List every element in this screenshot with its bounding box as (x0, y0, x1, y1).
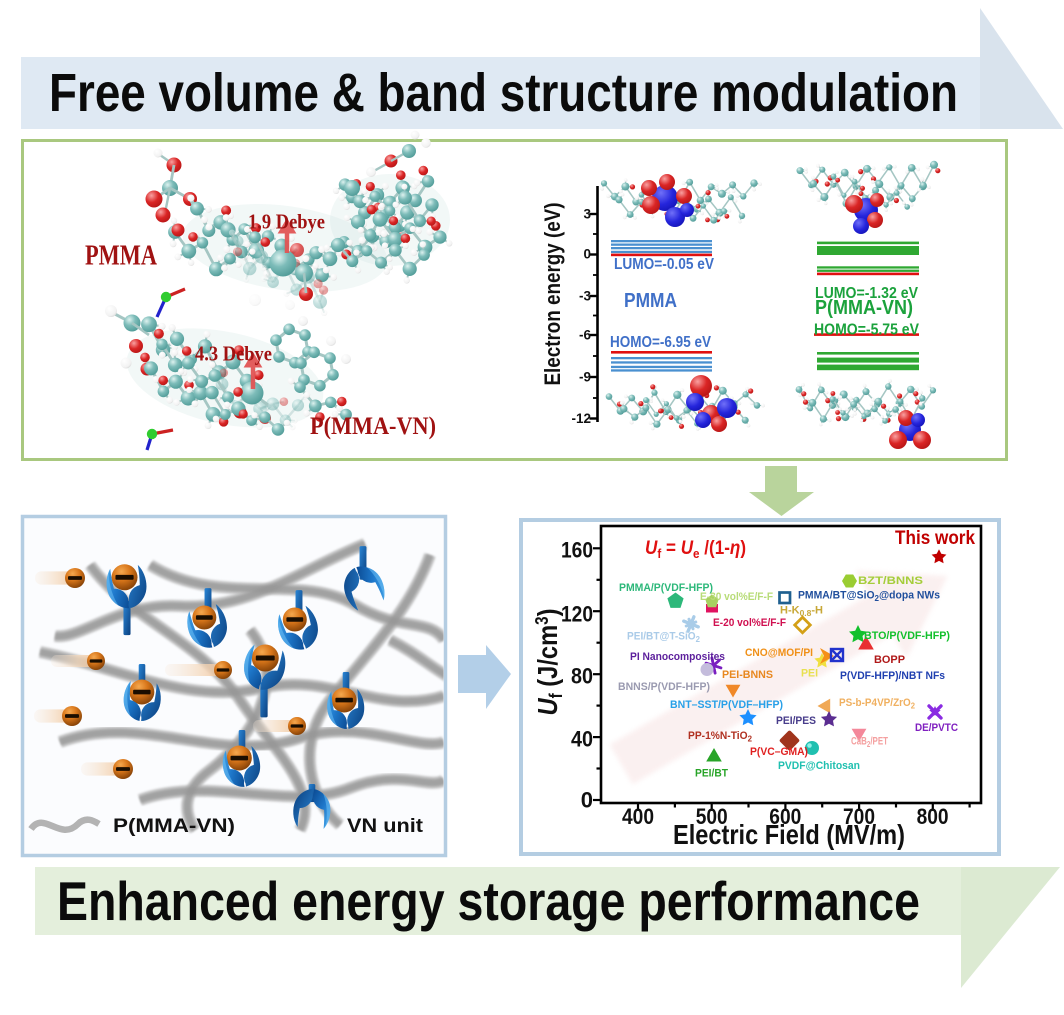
svg-text:BOPP: BOPP (874, 654, 905, 666)
svg-text:BNNS/P(VDF-HFP): BNNS/P(VDF-HFP) (618, 681, 710, 693)
svg-text:CaB2​/PET: CaB2​/PET (851, 736, 888, 750)
svg-text:DE/PVTC: DE/PVTC (915, 722, 958, 734)
svg-text:BTO/P(VDF-HFP): BTO/P(VDF-HFP) (864, 630, 950, 642)
svg-text:1.9 Debye: 1.9 Debye (248, 210, 325, 234)
svg-text:PI Nanocomposites: PI Nanocomposites (630, 651, 725, 663)
svg-text:800: 800 (917, 804, 949, 829)
svg-text:400: 400 (622, 804, 654, 829)
svg-text:120: 120 (561, 602, 593, 627)
svg-text:LUMO=-1.32 eV: LUMO=-1.32 eV (815, 285, 919, 302)
svg-text:-6: -6 (579, 327, 591, 342)
svg-text:-3: -3 (579, 288, 591, 303)
svg-text:BZT/BNNS: BZT/BNNS (858, 575, 923, 587)
svg-text:BNT–SST/P(VDF–HFP): BNT–SST/P(VDF–HFP) (670, 699, 783, 711)
svg-text:HOMO=-6.95 eV: HOMO=-6.95 eV (610, 334, 712, 351)
svg-text:PMMA: PMMA (85, 241, 158, 272)
svg-text:Uf = Ue /(1-η): Uf = Ue /(1-η) (645, 538, 746, 561)
svg-text:This work: This work (895, 528, 975, 549)
svg-text:PEI/BT: PEI/BT (695, 768, 728, 780)
svg-text:P(MMA-VN): P(MMA-VN) (310, 413, 436, 440)
svg-text:CNO@MOF/PI: CNO@MOF/PI (745, 647, 813, 659)
svg-text:Electric Field (MV/m): Electric Field (MV/m) (673, 819, 905, 850)
svg-text:600: 600 (769, 804, 801, 829)
svg-text:Electron energy (eV): Electron energy (eV) (540, 203, 565, 386)
svg-text:Free volume & band structure m: Free volume & band structure modulation (49, 63, 958, 123)
svg-text:700: 700 (843, 804, 875, 829)
svg-text:P(VDF-HFP)/NBT NFs: P(VDF-HFP)/NBT NFs (840, 670, 945, 682)
svg-text:P(MMA-VN): P(MMA-VN) (113, 816, 235, 837)
svg-text:LUMO=-0.05 eV: LUMO=-0.05 eV (614, 256, 715, 273)
svg-text:PMMA/BT@SiO2​@dopa NWs: PMMA/BT@SiO2​@dopa NWs (798, 590, 940, 604)
svg-text:VN unit: VN unit (347, 816, 424, 837)
svg-text:PS-b-P4VP/ZrO2​: PS-b-P4VP/ZrO2​ (839, 697, 915, 711)
svg-text:PEI/BT@T-SiO2​: PEI/BT@T-SiO2​ (627, 631, 700, 645)
svg-text:40: 40 (571, 727, 593, 752)
svg-text:E-30 vol%E/F-F: E-30 vol%E/F-F (700, 591, 773, 603)
svg-text:0: 0 (583, 246, 591, 261)
svg-text:3: 3 (583, 206, 591, 221)
svg-text:P(MMA-VN): P(MMA-VN) (815, 297, 913, 319)
svg-text:-12: -12 (571, 411, 591, 426)
svg-text:PEI: PEI (801, 668, 818, 680)
svg-text:H-K0.8​-H: H-K0.8​-H (780, 605, 823, 619)
svg-text:0: 0 (581, 788, 593, 813)
svg-text:80: 80 (571, 664, 593, 689)
svg-text:PEI/PES: PEI/PES (776, 715, 816, 727)
svg-text:PMMA/P(VDF-HFP): PMMA/P(VDF-HFP) (619, 582, 713, 594)
svg-text:160: 160 (561, 538, 593, 563)
svg-text:PMMA: PMMA (624, 289, 677, 312)
svg-text:PP-1%N-TiO2​: PP-1%N-TiO2​ (688, 730, 752, 744)
svg-text:E-20 vol%E/F-F: E-20 vol%E/F-F (713, 617, 786, 629)
svg-text:4.3 Debye: 4.3 Debye (195, 342, 272, 366)
svg-text:P(VC–GMA): P(VC–GMA) (750, 746, 808, 758)
svg-text:Uf (J/cm3): Uf (J/cm3) (532, 609, 566, 716)
svg-text:500: 500 (696, 804, 728, 829)
svg-text:PEI-BNNS: PEI-BNNS (722, 669, 773, 681)
svg-text:Enhanced energy storage perfor: Enhanced energy storage performance (57, 870, 920, 932)
svg-text:HOMO=-5.75 eV: HOMO=-5.75 eV (814, 322, 920, 339)
svg-text:-9: -9 (579, 369, 591, 384)
svg-text:PVDF@Chitosan: PVDF@Chitosan (778, 760, 860, 772)
